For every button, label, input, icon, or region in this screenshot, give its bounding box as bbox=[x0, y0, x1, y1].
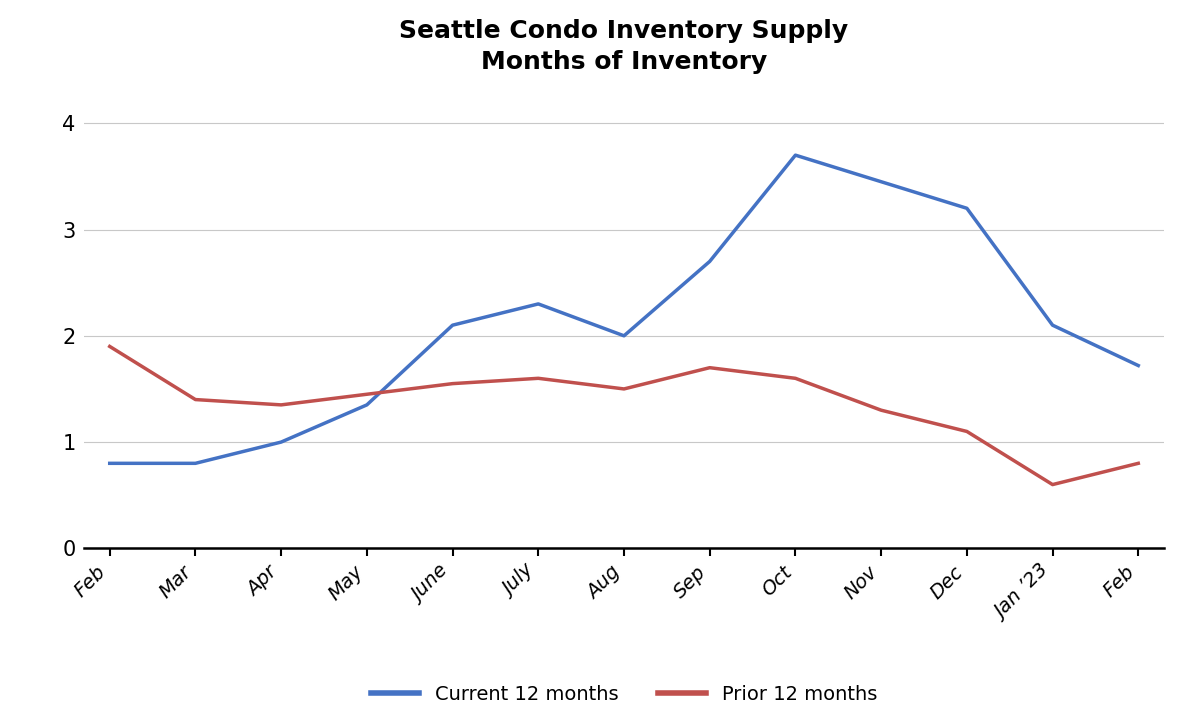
Current 12 months bbox=[274, 438, 288, 446]
Current 12 months bbox=[1132, 361, 1146, 370]
Current 12 months bbox=[960, 204, 974, 212]
Current 12 months bbox=[702, 257, 716, 266]
Prior 12 months bbox=[274, 401, 288, 409]
Prior 12 months bbox=[788, 374, 803, 382]
Prior 12 months bbox=[960, 427, 974, 436]
Prior 12 months bbox=[702, 363, 716, 372]
Prior 12 months bbox=[445, 380, 460, 388]
Line: Prior 12 months: Prior 12 months bbox=[109, 347, 1139, 484]
Prior 12 months bbox=[874, 406, 888, 414]
Current 12 months bbox=[360, 401, 374, 409]
Prior 12 months bbox=[188, 395, 203, 404]
Prior 12 months bbox=[532, 374, 546, 382]
Line: Current 12 months: Current 12 months bbox=[109, 155, 1139, 463]
Prior 12 months bbox=[102, 342, 116, 351]
Current 12 months bbox=[102, 459, 116, 467]
Prior 12 months bbox=[1132, 459, 1146, 467]
Current 12 months bbox=[532, 299, 546, 308]
Current 12 months bbox=[617, 332, 631, 340]
Current 12 months bbox=[1045, 321, 1060, 330]
Prior 12 months bbox=[1045, 480, 1060, 489]
Prior 12 months bbox=[617, 385, 631, 393]
Current 12 months bbox=[788, 151, 803, 160]
Current 12 months bbox=[874, 177, 888, 186]
Title: Seattle Condo Inventory Supply
Months of Inventory: Seattle Condo Inventory Supply Months of… bbox=[400, 18, 848, 75]
Prior 12 months bbox=[360, 390, 374, 399]
Current 12 months bbox=[188, 459, 203, 467]
Legend: Current 12 months, Prior 12 months: Current 12 months, Prior 12 months bbox=[364, 678, 884, 703]
Current 12 months bbox=[445, 321, 460, 330]
